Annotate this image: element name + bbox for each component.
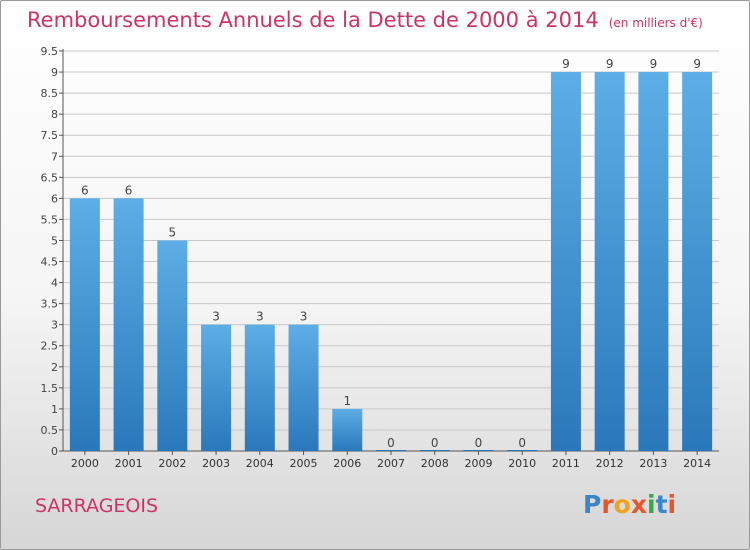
data-label: 9 <box>693 57 701 71</box>
bar <box>376 450 406 451</box>
data-label: 3 <box>212 310 220 324</box>
x-tick-label: 2008 <box>421 457 449 470</box>
y-tick-label: 0 <box>51 445 58 458</box>
x-tick-label: 2014 <box>683 457 711 470</box>
bar <box>682 72 713 451</box>
y-tick-label: 9 <box>51 66 58 79</box>
data-label: 9 <box>650 57 658 71</box>
y-tick-label: 8.5 <box>41 87 59 100</box>
logo-letter: i <box>647 490 656 519</box>
y-tick-label: 3.5 <box>41 298 59 311</box>
y-tick-label: 7.5 <box>41 129 59 142</box>
logo-letter: P <box>583 490 602 519</box>
y-tick-label: 2.5 <box>41 340 59 353</box>
logo-letter: r <box>601 490 614 519</box>
bar <box>288 324 319 451</box>
data-label: 1 <box>343 394 351 408</box>
x-tick-label: 2004 <box>246 457 274 470</box>
bar <box>507 450 538 451</box>
data-label: 6 <box>81 183 89 197</box>
data-label: 3 <box>256 310 264 324</box>
x-tick-label: 2012 <box>596 457 624 470</box>
y-tick-label: 4.5 <box>41 256 59 269</box>
y-tick-label: 3 <box>51 319 58 332</box>
data-label: 3 <box>300 310 308 324</box>
bar <box>550 72 581 451</box>
logo-letter: x <box>630 490 647 519</box>
y-tick-label: 2 <box>51 361 58 374</box>
x-tick-label: 2011 <box>552 457 580 470</box>
x-tick-label: 2001 <box>115 457 143 470</box>
commune-name: SARRAGEOIS <box>35 495 159 517</box>
y-tick-label: 5 <box>51 234 58 247</box>
bar <box>113 198 144 451</box>
chart-title-main: Remboursements Annuels de la Dette de 20… <box>27 8 599 32</box>
data-label: 9 <box>562 57 570 71</box>
bar <box>419 450 450 451</box>
x-tick-label: 2010 <box>508 457 536 470</box>
bar <box>201 324 232 451</box>
x-tick-label: 2013 <box>639 457 667 470</box>
y-tick-label: 6 <box>51 192 58 205</box>
chart-title: Remboursements Annuels de la Dette de 20… <box>27 8 703 32</box>
y-tick-label: 5.5 <box>41 213 59 226</box>
logo-letter: t <box>655 490 668 519</box>
data-label: 9 <box>606 57 614 71</box>
data-label: 0 <box>518 436 526 450</box>
x-tick-label: 2009 <box>464 457 492 470</box>
x-tick-label: 2006 <box>333 457 361 470</box>
x-tick-label: 2002 <box>158 457 186 470</box>
bar <box>638 72 669 451</box>
y-tick-label: 1.5 <box>41 382 59 395</box>
y-tick-label: 4 <box>51 277 58 290</box>
bar <box>157 240 188 451</box>
chart-title-unit: (en milliers d'€) <box>608 16 703 30</box>
data-label: 0 <box>475 436 483 450</box>
bar <box>244 324 275 451</box>
data-label: 5 <box>169 225 177 239</box>
bar <box>69 198 100 451</box>
bar <box>594 72 625 451</box>
data-label: 6 <box>125 183 133 197</box>
proxiti-logo: Proxiti <box>583 490 676 519</box>
data-label: 0 <box>387 436 395 450</box>
logo-letter: o <box>613 490 631 519</box>
y-tick-label: 7 <box>51 150 58 163</box>
y-tick-label: 1 <box>51 403 58 416</box>
data-label: 0 <box>431 436 439 450</box>
y-tick-label: 0.5 <box>41 424 59 437</box>
x-tick-label: 2003 <box>202 457 230 470</box>
bar <box>332 408 363 451</box>
y-tick-label: 8 <box>51 108 58 121</box>
y-tick-label: 9.5 <box>41 45 59 58</box>
bar <box>463 450 494 451</box>
x-tick-label: 2005 <box>290 457 318 470</box>
y-tick-label: 6.5 <box>41 171 59 184</box>
logo-letter: i <box>667 490 677 519</box>
x-tick-label: 2000 <box>71 457 99 470</box>
x-tick-label: 2007 <box>377 457 405 470</box>
